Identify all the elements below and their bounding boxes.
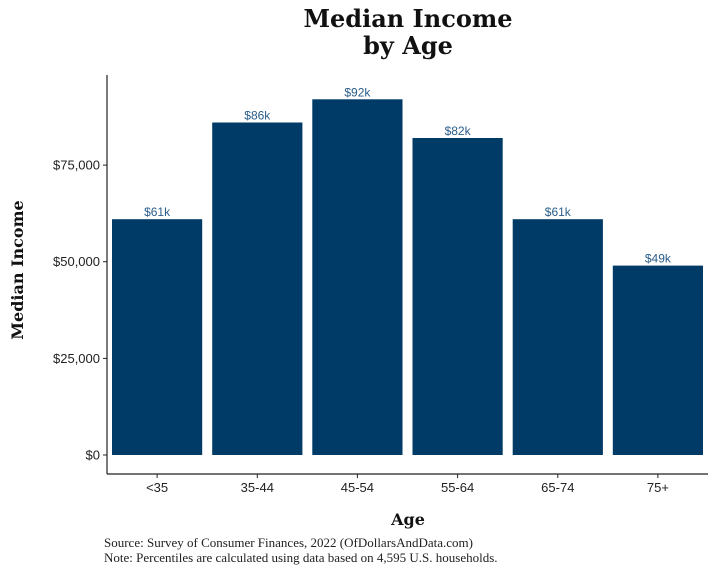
- x-tick-label-4: 65-74: [541, 480, 574, 495]
- bar-3: [412, 138, 503, 455]
- bar-0: [112, 219, 203, 455]
- bar-2: [312, 99, 403, 456]
- note-caption: Note: Percentiles are calculated using d…: [104, 550, 498, 565]
- chart-title-line-2: by Age: [363, 31, 453, 60]
- data-label-5: $49k: [645, 252, 672, 266]
- data-labels-group: $61k $86k $92k $82k $61k $49k: [144, 85, 672, 265]
- y-tick-label-1: $25,000: [53, 351, 100, 366]
- source-caption: Source: Survey of Consumer Finances, 202…: [104, 535, 473, 550]
- y-tick-label-3: $75,000: [53, 158, 100, 173]
- x-tick-label-5: 75+: [647, 480, 669, 495]
- bar-4: [512, 219, 603, 455]
- x-axis-title: Age: [390, 510, 425, 529]
- data-label-1: $86k: [244, 109, 271, 123]
- y-axis-title: Median Income: [8, 200, 27, 339]
- x-axis-ticks: <35 35-44 45-54 55-64 65-74 75+: [146, 474, 669, 495]
- y-axis-ticks: $0 $25,000 $50,000 $75,000: [53, 158, 107, 463]
- bar-5: [612, 265, 703, 455]
- x-tick-label-1: 35-44: [241, 480, 274, 495]
- data-label-3: $82k: [445, 124, 472, 138]
- bar-1: [212, 122, 303, 455]
- data-label-4: $61k: [545, 205, 572, 219]
- x-tick-label-2: 45-54: [341, 480, 374, 495]
- bars-group: [112, 99, 703, 456]
- x-tick-label-3: 55-64: [441, 480, 474, 495]
- y-tick-label-2: $50,000: [53, 254, 100, 269]
- data-label-0: $61k: [144, 205, 171, 219]
- chart-title-line-1: Median Income: [303, 4, 512, 33]
- x-tick-label-0: <35: [146, 480, 168, 495]
- data-label-2: $92k: [344, 85, 371, 99]
- y-tick-label-0: $0: [86, 448, 100, 463]
